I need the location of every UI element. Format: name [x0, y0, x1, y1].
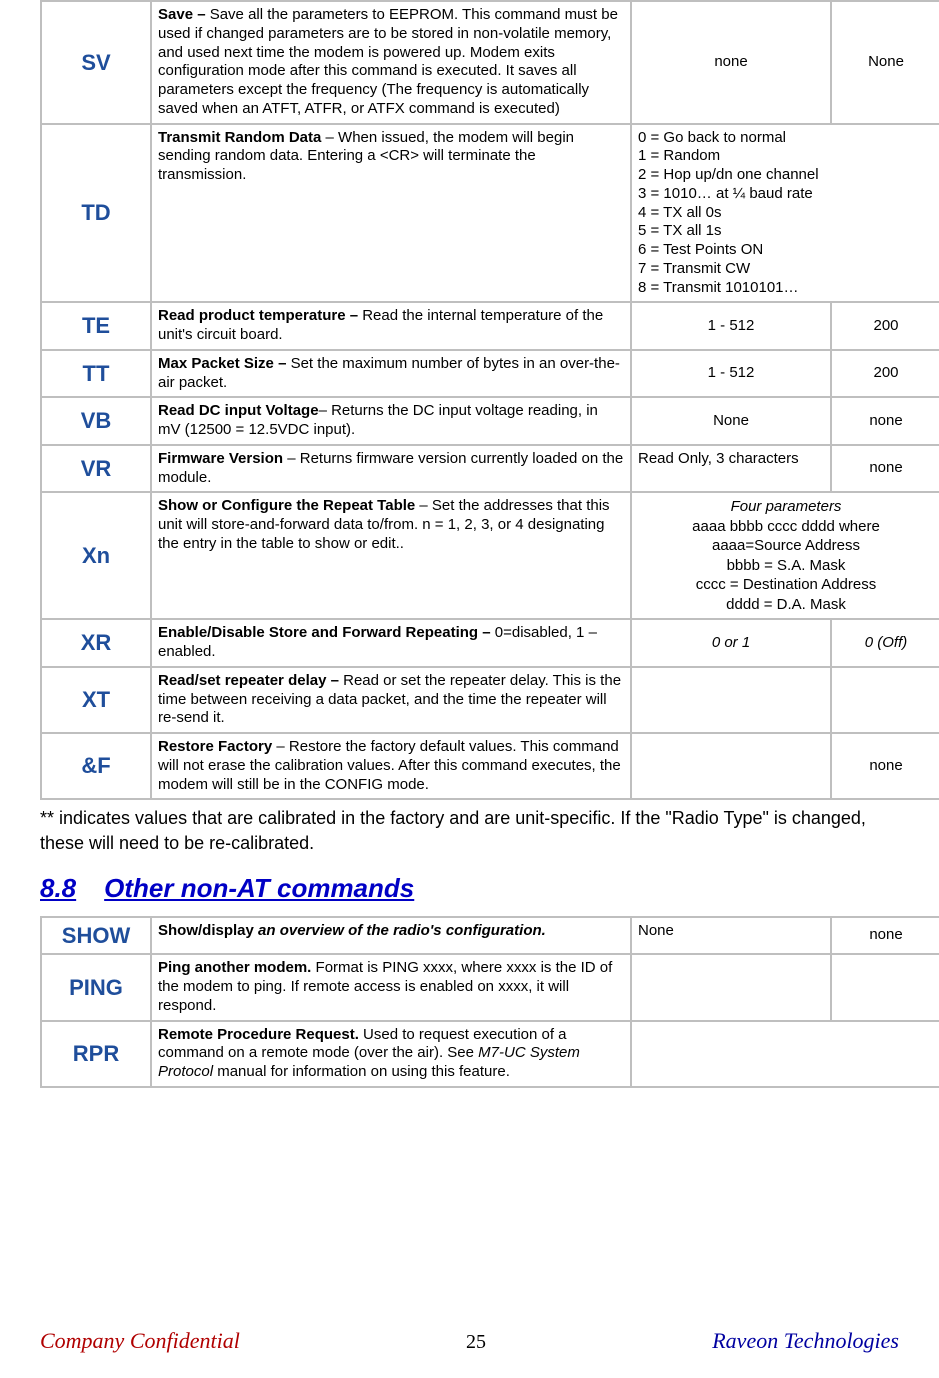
cmd-default: none	[831, 917, 939, 955]
cmd-range: 0 = Go back to normal1 = Random2 = Hop u…	[631, 124, 939, 303]
table-row: XT Read/set repeater delay – Read or set…	[41, 667, 939, 733]
footer-left: Company Confidential	[40, 1328, 240, 1354]
cmd-range	[631, 667, 831, 733]
cmd-code: TT	[83, 361, 110, 386]
cmd-desc: Show or Configure the Repeat Table – Set…	[151, 492, 631, 619]
cmd-code: VB	[81, 408, 112, 433]
cmd-desc: Show/display an overview of the radio's …	[151, 917, 631, 955]
cmd-default: none	[831, 733, 939, 799]
cmd-default: 200	[831, 350, 939, 398]
cmd-range	[631, 1021, 939, 1087]
cmd-code: XR	[81, 630, 112, 655]
command-table-2: SHOW Show/display an overview of the rad…	[40, 916, 939, 1088]
table-row: VR Firmware Version – Returns firmware v…	[41, 445, 939, 493]
cmd-range: None	[631, 397, 831, 445]
table-row: &F Restore Factory – Restore the factory…	[41, 733, 939, 799]
footer-page-number: 25	[466, 1331, 486, 1354]
cmd-range: 1 - 512	[631, 302, 831, 350]
footer-right: Raveon Technologies	[712, 1328, 899, 1354]
cmd-desc: Read DC input Voltage– Returns the DC in…	[151, 397, 631, 445]
page: SV Save – Save all the parameters to EEP…	[0, 0, 939, 1378]
table-row: Xn Show or Configure the Repeat Table – …	[41, 492, 939, 619]
cmd-default: none	[831, 397, 939, 445]
cmd-range: 1 - 512	[631, 350, 831, 398]
command-table-1: SV Save – Save all the parameters to EEP…	[40, 0, 939, 800]
cmd-code: PING	[69, 975, 123, 1000]
cmd-code: &F	[81, 753, 110, 778]
cmd-desc: Ping another modem. Format is PING xxxx,…	[151, 954, 631, 1020]
cmd-desc: Read/set repeater delay – Read or set th…	[151, 667, 631, 733]
cmd-code: RPR	[73, 1041, 119, 1066]
cmd-default	[831, 954, 939, 1020]
cmd-code: SV	[81, 50, 110, 75]
cmd-code: XT	[82, 687, 110, 712]
table-row: XR Enable/Disable Store and Forward Repe…	[41, 619, 939, 667]
cmd-range	[631, 954, 831, 1020]
cmd-desc: Firmware Version – Returns firmware vers…	[151, 445, 631, 493]
table-row: SV Save – Save all the parameters to EEP…	[41, 1, 939, 124]
cmd-default: 0 (Off)	[831, 619, 939, 667]
cmd-code: TD	[81, 200, 110, 225]
cmd-default: 200	[831, 302, 939, 350]
table-row: VB Read DC input Voltage– Returns the DC…	[41, 397, 939, 445]
cmd-desc: Enable/Disable Store and Forward Repeati…	[151, 619, 631, 667]
cmd-code: VR	[81, 456, 112, 481]
cmd-default	[831, 667, 939, 733]
cmd-code: TE	[82, 313, 110, 338]
cmd-desc: Read product temperature – Read the inte…	[151, 302, 631, 350]
table-row: TE Read product temperature – Read the i…	[41, 302, 939, 350]
cmd-desc: Remote Procedure Request. Used to reques…	[151, 1021, 631, 1087]
cmd-range: Read Only, 3 characters	[631, 445, 831, 493]
cmd-desc: Restore Factory – Restore the factory de…	[151, 733, 631, 799]
cmd-range: 0 or 1	[631, 619, 831, 667]
footnote-text: ** indicates values that are calibrated …	[40, 806, 899, 855]
table-row: TD Transmit Random Data – When issued, t…	[41, 124, 939, 303]
table-row: SHOW Show/display an overview of the rad…	[41, 917, 939, 955]
cmd-desc: Max Packet Size – Set the maximum number…	[151, 350, 631, 398]
page-footer: Company Confidential 25 Raveon Technolog…	[40, 1328, 899, 1354]
table-row: PING Ping another modem. Format is PING …	[41, 954, 939, 1020]
cmd-desc: Transmit Random Data – When issued, the …	[151, 124, 631, 303]
cmd-default: None	[831, 1, 939, 124]
cmd-range: none	[631, 1, 831, 124]
cmd-code: Xn	[82, 543, 110, 568]
cmd-range: None	[631, 917, 831, 955]
cmd-range	[631, 733, 831, 799]
table-row: TT Max Packet Size – Set the maximum num…	[41, 350, 939, 398]
table-row: RPR Remote Procedure Request. Used to re…	[41, 1021, 939, 1087]
section-heading: 8.8Other non-AT commands	[40, 873, 899, 904]
cmd-desc: Save – Save all the parameters to EEPROM…	[151, 1, 631, 124]
cmd-code: SHOW	[62, 923, 130, 948]
cmd-range: Four parameters aaaa bbbb cccc dddd wher…	[631, 492, 939, 619]
cmd-default: none	[831, 445, 939, 493]
